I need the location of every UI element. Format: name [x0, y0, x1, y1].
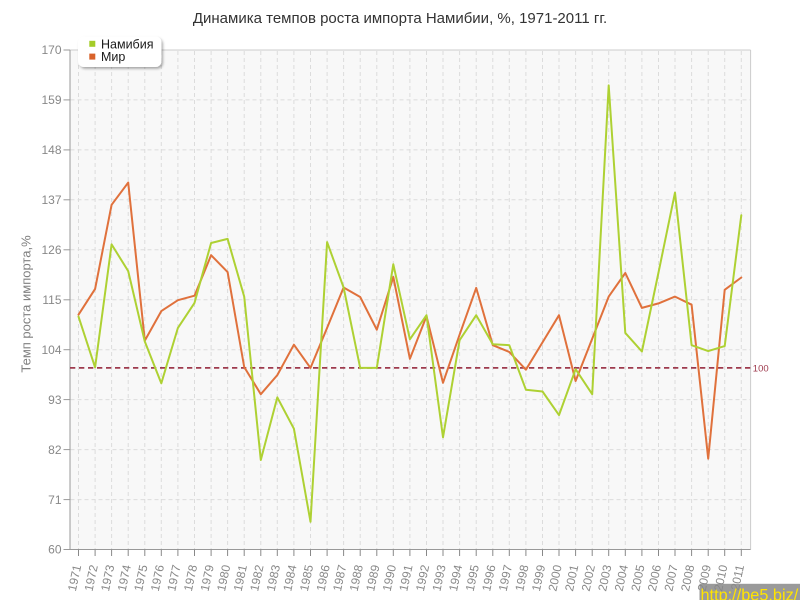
- svg-text:2007: 2007: [661, 563, 680, 592]
- svg-text:Динамика темпов роста импорта: Динамика темпов роста импорта Намибии, %…: [193, 10, 607, 27]
- svg-text:1977: 1977: [164, 563, 183, 592]
- svg-text:115: 115: [42, 293, 61, 307]
- svg-text:1978: 1978: [181, 563, 200, 592]
- svg-text:93: 93: [48, 393, 62, 407]
- svg-text:148: 148: [41, 143, 61, 157]
- svg-text:170: 170: [41, 43, 61, 57]
- svg-text:1985: 1985: [297, 563, 316, 592]
- svg-text:1976: 1976: [148, 563, 167, 592]
- svg-text:2010: 2010: [711, 563, 730, 592]
- svg-text:1988: 1988: [347, 563, 366, 592]
- svg-text:1993: 1993: [429, 563, 448, 592]
- svg-text:1986: 1986: [314, 563, 333, 592]
- svg-text:Темп роста импорта,%: Темп роста импорта,%: [19, 235, 34, 373]
- svg-text:1974: 1974: [115, 563, 134, 592]
- svg-text:2009: 2009: [695, 563, 714, 592]
- svg-text:1975: 1975: [131, 563, 150, 592]
- svg-text:71: 71: [48, 493, 62, 507]
- svg-text:1989: 1989: [363, 563, 382, 592]
- svg-text:2003: 2003: [595, 563, 614, 592]
- svg-text:1983: 1983: [264, 563, 283, 592]
- svg-text:1987: 1987: [330, 563, 349, 592]
- svg-text:1973: 1973: [98, 563, 117, 592]
- svg-text:137: 137: [41, 193, 61, 207]
- svg-text:1972: 1972: [82, 563, 101, 592]
- svg-text:1994: 1994: [446, 563, 465, 592]
- svg-text:1998: 1998: [512, 563, 531, 592]
- svg-text:1982: 1982: [247, 563, 266, 592]
- svg-text:http://be5.biz/: http://be5.biz/: [701, 586, 799, 600]
- svg-text:2001: 2001: [562, 563, 581, 592]
- svg-text:2004: 2004: [612, 563, 631, 592]
- svg-text:100: 100: [753, 363, 769, 374]
- svg-text:2002: 2002: [579, 563, 598, 592]
- svg-text:104: 104: [41, 343, 61, 357]
- svg-text:1991: 1991: [396, 563, 415, 592]
- svg-text:60: 60: [48, 543, 62, 557]
- svg-text:1980: 1980: [214, 563, 233, 592]
- svg-text:1997: 1997: [496, 563, 515, 592]
- svg-text:1995: 1995: [463, 563, 482, 592]
- svg-text:1981: 1981: [231, 563, 250, 592]
- svg-text:1979: 1979: [198, 563, 217, 592]
- svg-text:Намибия: Намибия: [101, 37, 153, 51]
- svg-text:2008: 2008: [678, 563, 697, 592]
- svg-text:1999: 1999: [529, 563, 548, 592]
- svg-text:1990: 1990: [380, 563, 399, 592]
- svg-text:82: 82: [48, 443, 62, 457]
- svg-text:1996: 1996: [479, 563, 498, 592]
- svg-text:159: 159: [41, 93, 61, 107]
- svg-text:1992: 1992: [413, 563, 432, 592]
- svg-text:2000: 2000: [545, 563, 564, 592]
- svg-text:Мир: Мир: [101, 50, 125, 64]
- svg-text:126: 126: [41, 243, 61, 257]
- svg-text:1984: 1984: [280, 563, 299, 592]
- svg-text:2011: 2011: [728, 563, 747, 591]
- svg-text:2005: 2005: [628, 563, 647, 592]
- svg-text:1971: 1971: [65, 563, 84, 592]
- svg-text:2006: 2006: [645, 563, 664, 592]
